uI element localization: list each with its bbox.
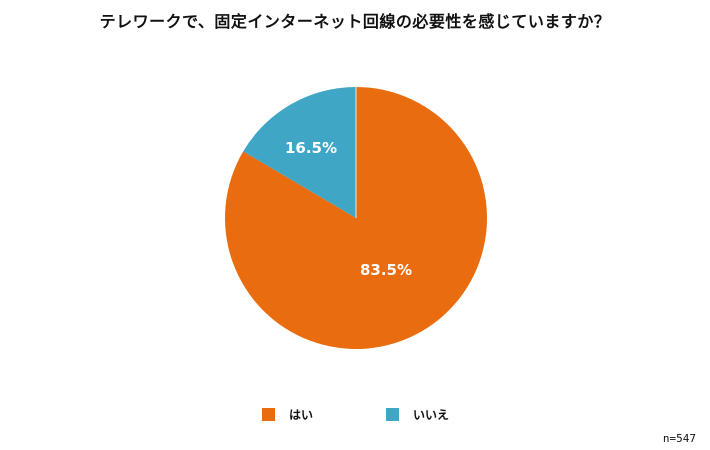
slice-label-yes: 83.5% [360,261,412,279]
legend: はい いいえ [262,406,449,423]
chart-title: テレワークで、固定インターネット回線の必要性を感じていますか？ [99,12,611,31]
legend-label-no: いいえ [413,408,450,422]
legend-label-yes: はい [289,408,314,422]
slice-label-no: 16.5% [285,139,337,157]
legend-swatch-yes [262,408,275,421]
sample-size-note: n=547 [662,432,696,445]
legend-swatch-no [386,408,399,421]
legend-item-yes: はい [262,406,386,423]
legend-item-no: いいえ [386,406,449,423]
pie-slice-no [243,87,356,218]
